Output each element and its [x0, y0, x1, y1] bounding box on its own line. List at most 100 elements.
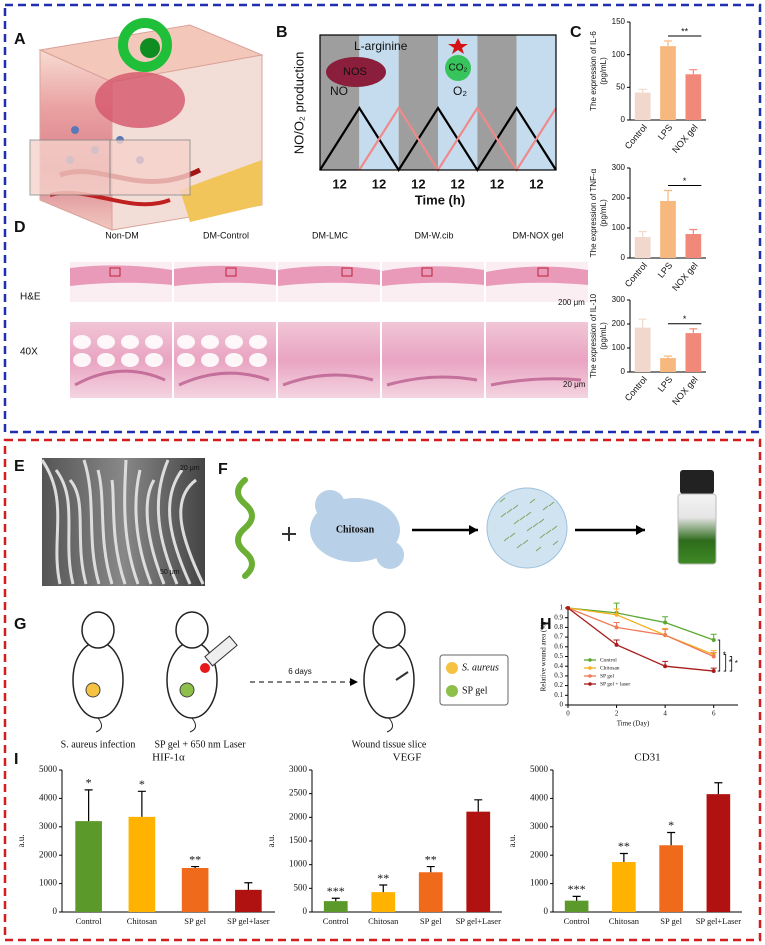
point	[663, 620, 668, 625]
panel-letter: E	[14, 458, 25, 475]
gel-fiber	[529, 498, 536, 504]
gel-fiber	[526, 526, 533, 532]
x-tick-label: SP gel	[420, 916, 442, 926]
point	[614, 625, 619, 630]
adipocyte	[249, 353, 267, 367]
x-tick-label: SP gel	[184, 916, 206, 926]
y-axis-label: a.u.	[507, 835, 517, 848]
significance: **	[377, 871, 389, 885]
label: Time (h)	[415, 192, 465, 207]
y-tick-label: 50	[616, 82, 625, 91]
y-tick-label: 0.5	[554, 652, 563, 660]
y-axis-label: The expression of IL-6	[589, 31, 598, 111]
error-bar	[426, 865, 435, 873]
bar	[634, 327, 651, 372]
y-tick-label: 200	[612, 319, 626, 328]
panel-letter: D	[14, 219, 26, 236]
gel-fiber	[532, 522, 539, 528]
scale-bar-label: 200 μm	[558, 298, 585, 307]
x-tick-label: NOX gel	[670, 122, 700, 154]
adipocyte	[225, 335, 243, 349]
y-tick-label: 1000	[39, 878, 58, 888]
y-tick-label: 0	[621, 367, 626, 376]
bar	[371, 892, 396, 912]
y-tick-label: 200	[612, 193, 626, 202]
x-tick-label: 12	[372, 176, 386, 191]
significance: **	[425, 852, 437, 866]
arrow-head	[350, 678, 358, 686]
fiber	[40, 459, 62, 585]
legend-swatch	[588, 666, 592, 670]
bracket	[717, 639, 721, 672]
fiber	[490, 377, 582, 387]
significance: *	[86, 776, 92, 790]
y-tick-label: 500	[294, 882, 308, 892]
x-tick-label: LPS	[656, 374, 675, 393]
y-tick-label: 300	[612, 163, 626, 172]
point	[566, 606, 570, 610]
gel-fiber	[516, 543, 523, 549]
fiber	[156, 459, 179, 585]
ros-star	[448, 38, 468, 54]
fiber	[110, 479, 127, 585]
significance: *	[668, 818, 674, 832]
legend-swatch	[446, 685, 458, 697]
bar	[181, 867, 209, 912]
y-tick-label: 4000	[39, 792, 58, 802]
tissue	[382, 266, 484, 286]
bar	[418, 872, 443, 912]
caption: Wound tissue slice	[352, 739, 427, 750]
series-line	[567, 607, 714, 656]
gel-fiber	[519, 515, 526, 521]
error-bar	[664, 40, 672, 47]
mouse-head	[81, 611, 115, 649]
mouse-tail	[189, 717, 196, 733]
error-bar	[331, 897, 340, 902]
fat-layer	[180, 160, 262, 222]
row-label: 40X	[20, 347, 38, 358]
chart-title: CD31	[634, 752, 660, 764]
fiber	[134, 469, 153, 585]
point	[663, 633, 668, 638]
label: NOS	[343, 66, 367, 78]
panel-letter: H	[540, 616, 552, 633]
vial-cap	[680, 470, 714, 494]
error-bar	[714, 782, 723, 795]
nos-blob	[326, 57, 386, 87]
column-label: DM-Control	[203, 230, 249, 240]
chitosan-cloud	[315, 490, 345, 520]
label: Chitosan	[336, 524, 375, 535]
bar	[323, 901, 348, 912]
legend-swatch	[588, 674, 592, 678]
y-tick-label: 0.4	[554, 662, 563, 670]
y-tick-label: 300	[612, 295, 626, 304]
bar	[685, 234, 702, 258]
plus	[282, 527, 296, 541]
legend-swatch	[588, 658, 592, 662]
y-tick-label: 0.7	[554, 633, 563, 641]
y-tick-label: 0	[303, 906, 308, 916]
inset	[29, 139, 111, 196]
adipocyte	[121, 353, 139, 367]
y-tick-label: 0.8	[554, 623, 563, 631]
label: L-arginine	[354, 39, 408, 53]
gel-fiber	[499, 497, 506, 503]
point	[614, 612, 619, 617]
x-tick-label: Control	[623, 122, 649, 151]
zoom-box	[341, 267, 353, 277]
column-label: DM-LMC	[312, 230, 348, 240]
y-tick-label: 0.2	[554, 681, 563, 689]
label: NO	[330, 84, 348, 98]
x-tick-label: 12	[529, 176, 543, 191]
bar	[128, 816, 156, 912]
green-core	[140, 38, 160, 58]
row-label: H&E	[20, 292, 41, 303]
y-axis-label: a.u.	[16, 835, 26, 848]
gel-fiber	[503, 536, 510, 542]
bar	[660, 46, 676, 120]
fiber	[68, 478, 88, 585]
lesion	[85, 682, 101, 698]
error-bar	[84, 789, 93, 822]
y-tick-label: 3000	[530, 821, 549, 831]
